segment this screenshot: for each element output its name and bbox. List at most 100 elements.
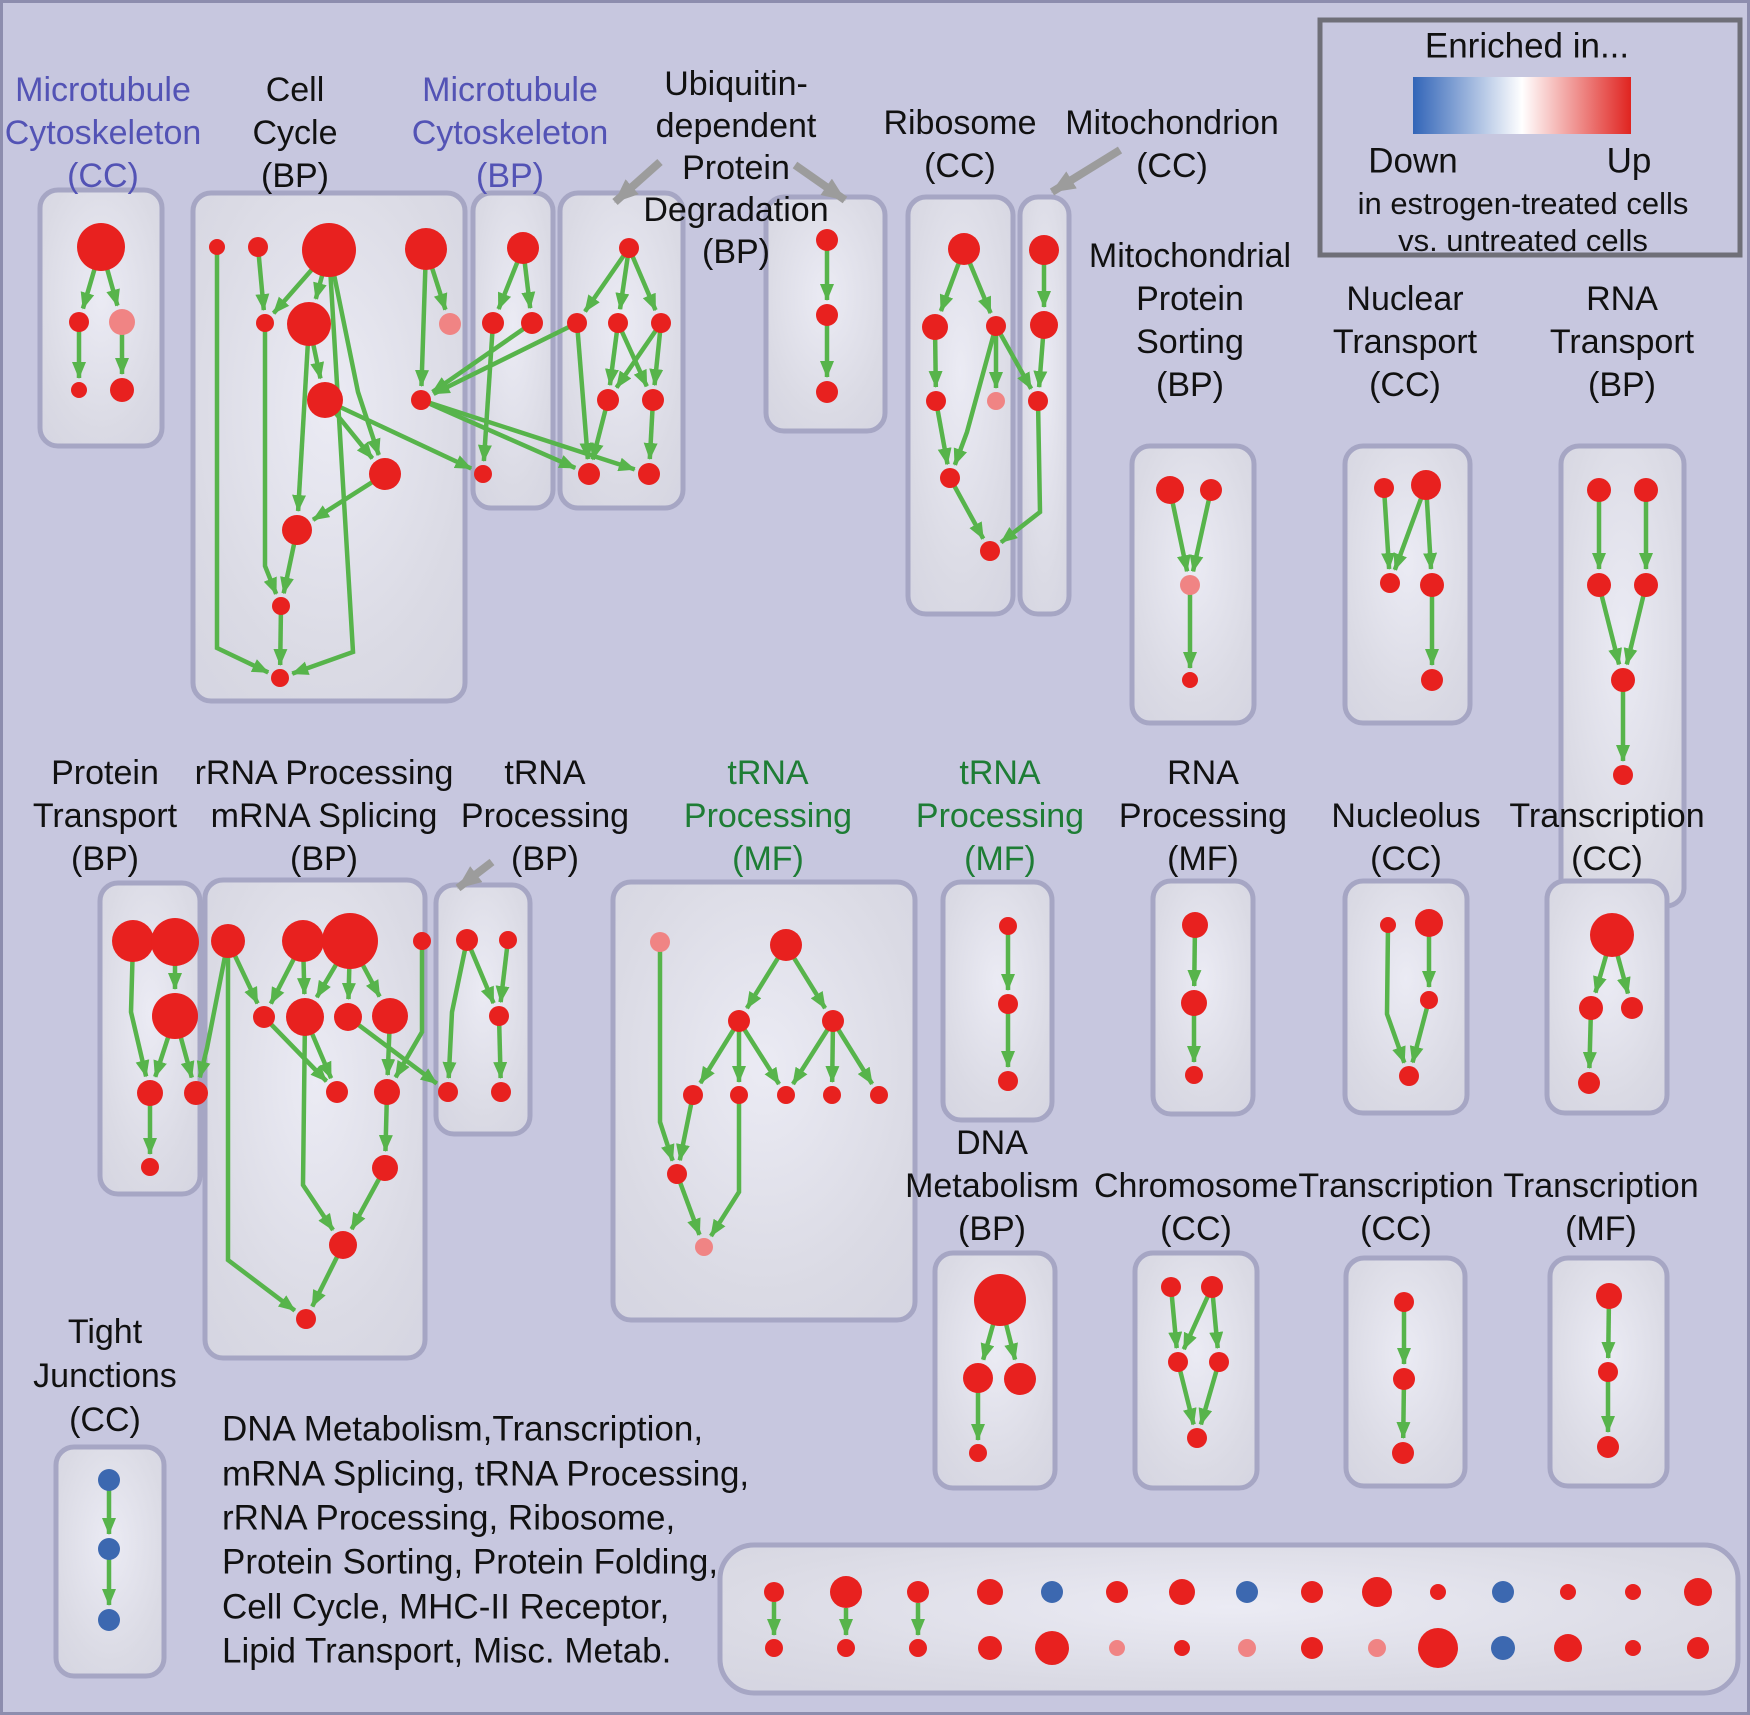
node-k2 (1201, 1276, 1223, 1298)
node-l4 (1399, 1066, 1419, 1086)
cluster-label-line: (MF) (964, 840, 1036, 878)
layer-nodes (69, 223, 1712, 1668)
legend-up-label: Up (1607, 141, 1652, 180)
node-v2 (816, 304, 838, 326)
node-f11 (695, 1238, 713, 1256)
cross-edge-c8-m4 (324, 397, 473, 471)
node-t1 (1029, 235, 1059, 265)
edge-c4-c9 (414, 248, 429, 388)
edge-f5-f10 (676, 1094, 696, 1162)
node-p2 (151, 918, 199, 966)
node-u3 (608, 313, 628, 333)
node-k1 (1161, 1277, 1181, 1297)
node-p4 (137, 1080, 163, 1106)
node-b6 (940, 468, 960, 488)
cluster-label-line: DNA (956, 1124, 1028, 1162)
edge-u4-u5 (614, 321, 663, 389)
cluster-label-line: tRNA (959, 754, 1041, 792)
misc-node-bottom-4 (978, 1636, 1002, 1660)
cluster-label-line: tRNA (727, 754, 809, 792)
node-d4 (969, 1444, 987, 1462)
node-l1 (1380, 917, 1396, 933)
cluster-label-line: Transport (33, 797, 178, 835)
misc-node-bottom-7 (1174, 1640, 1190, 1656)
node-b5 (987, 392, 1005, 410)
node-q4 (413, 932, 431, 950)
node-p6 (141, 1158, 159, 1176)
cluster-label-line: Cytoskeleton (5, 114, 202, 152)
annotation-line: Protein Sorting, Protein Folding, (222, 1542, 718, 1581)
cluster-label-line: (CC) (69, 1401, 141, 1439)
node-w4 (438, 1082, 458, 1102)
cluster-label-nucleolus: Nucleolus (CC) (1331, 797, 1480, 878)
node-l3 (1420, 991, 1438, 1009)
annotation-line: DNA Metabolism,Transcription, (222, 1409, 703, 1448)
misc-node-top-3 (907, 1581, 929, 1603)
cluster-label-nuctrans: Nuclear Transport (CC) (1333, 280, 1478, 404)
node-v3 (816, 381, 838, 403)
cluster-label-line: (BP) (1588, 366, 1656, 404)
node-s3 (1180, 575, 1200, 595)
misc-node-top-9 (1301, 1581, 1323, 1603)
misc-node-bottom-11 (1418, 1628, 1458, 1668)
cross-edge-b3-h1 (994, 324, 1034, 390)
node-j2 (98, 1538, 120, 1560)
cross-edge-q1-p5 (196, 940, 231, 1079)
mitochondrion-arrow (1049, 146, 1123, 196)
node-l2 (1415, 909, 1443, 937)
node-c5 (256, 314, 274, 332)
node-u2 (567, 313, 587, 333)
node-a2 (69, 312, 89, 332)
trna-bp-arrow (455, 858, 495, 892)
cluster-label-line: Ribosome (883, 104, 1036, 142)
node-a4 (71, 382, 87, 398)
edge-u1-u3 (615, 247, 632, 311)
node-d3 (1004, 1363, 1036, 1395)
cluster-label-line: Transcription (1503, 1167, 1698, 1205)
cluster-label-cellcycle: Cell Cycle (BP) (252, 71, 337, 195)
cluster-label-transcc-bot: Transcription (CC) (1298, 1167, 1493, 1248)
edge-u1-u4 (626, 247, 658, 312)
misc-node-bottom-2 (837, 1639, 855, 1657)
legend: Enriched in... Down Up in estrogen-treated … (1317, 17, 1743, 258)
node-j1 (98, 1469, 120, 1491)
edge-f6-f11 (709, 1095, 742, 1238)
cluster-label-chromosome: Chromosome (CC) (1094, 1167, 1298, 1248)
cluster-label-line: (CC) (1571, 840, 1643, 878)
cluster-label-line: Protein (51, 754, 159, 792)
cluster-label-line: (CC) (924, 147, 996, 185)
node-s1 (1156, 476, 1184, 504)
edge-c3-c13 (291, 249, 356, 676)
node-q1 (211, 924, 245, 958)
cluster-label-trnamf1: tRNA Processing (MF) (684, 754, 852, 878)
node-w2 (499, 931, 517, 949)
node-c1 (209, 239, 225, 255)
node-c10 (369, 458, 401, 490)
node-p5 (184, 1081, 208, 1105)
node-f5 (683, 1085, 703, 1105)
cluster-box-rrna (202, 877, 428, 1361)
cluster-label-line: Protein (682, 149, 790, 187)
edge-q4-q10 (393, 941, 425, 1079)
cluster-label-transcc-mid: Transcription (CC) (1509, 797, 1704, 878)
node-a1 (77, 223, 125, 271)
edge-n2-n3 (1392, 484, 1429, 571)
cluster-box-nucleolus (1342, 878, 1470, 1116)
node-w1 (456, 929, 478, 951)
cluster-box-nuctrans (1342, 443, 1473, 726)
node-r1 (1587, 478, 1611, 502)
edge-u3-u6 (615, 322, 649, 388)
edge-m2-m4 (477, 322, 496, 463)
edge-f1-f10 (657, 942, 675, 1162)
node-q13 (296, 1309, 316, 1329)
ubiquitin-left-arrow (612, 159, 663, 205)
node-n5 (1421, 669, 1443, 691)
cluster-label-line: (BP) (290, 840, 358, 878)
node-k3 (1168, 1352, 1188, 1372)
node-k5 (1187, 1428, 1207, 1448)
node-x3 (1621, 997, 1643, 1019)
cluster-label-line: Degradation (643, 191, 828, 229)
cross-edge-u2-c9 (432, 320, 578, 396)
cluster-box-trnamf2 (940, 879, 1055, 1123)
